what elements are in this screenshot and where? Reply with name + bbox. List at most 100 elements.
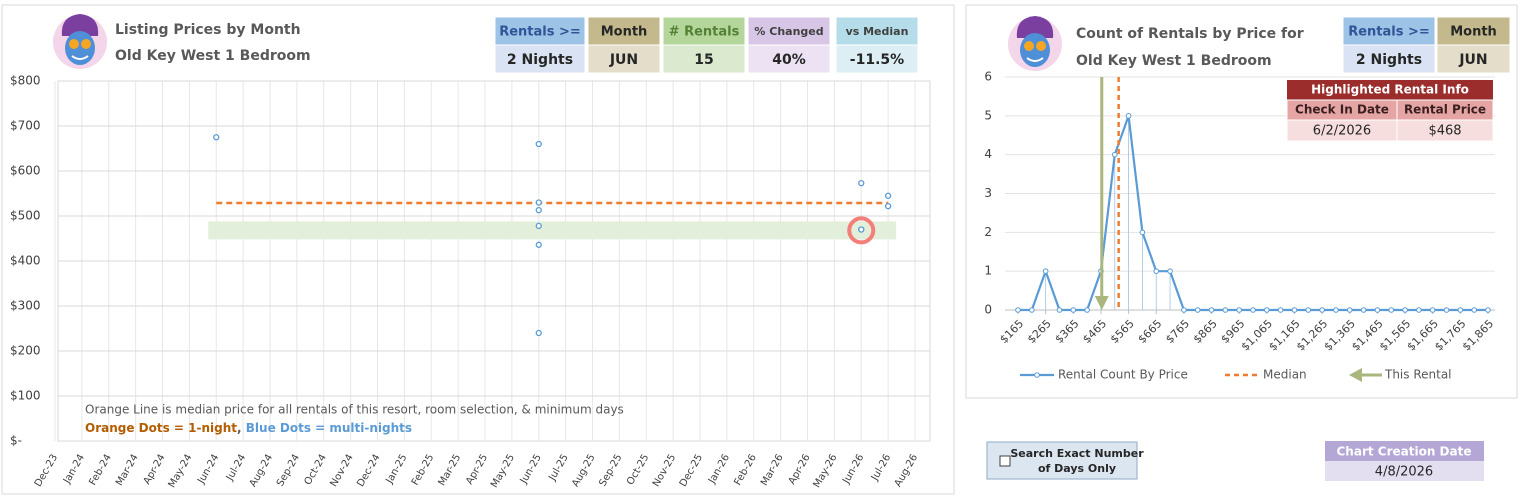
count-dot <box>1153 268 1160 274</box>
cell-text: 2 Nights <box>1356 52 1422 68</box>
cell-bg <box>835 16 919 46</box>
highlight-ring <box>847 216 876 245</box>
cell-bg <box>494 44 586 74</box>
cell-text: Month <box>1450 25 1497 40</box>
count-dot <box>1333 307 1339 313</box>
count-dot <box>1070 307 1077 313</box>
count-dot <box>1416 307 1422 313</box>
checkbox[interactable] <box>999 455 1011 467</box>
price-dot <box>884 192 892 199</box>
table-header: Check In Date <box>1295 103 1389 117</box>
price-dot <box>535 140 542 148</box>
count-dot <box>1443 307 1450 313</box>
price-dot <box>535 329 542 337</box>
count-dot <box>1429 307 1436 313</box>
note-part: , <box>237 421 246 435</box>
y-tick-label: $600 <box>10 164 41 178</box>
count-dot <box>1236 307 1242 313</box>
count-dot <box>1346 307 1353 313</box>
count-dot <box>1029 307 1035 313</box>
price-dot <box>858 226 865 233</box>
count-dot <box>1125 113 1132 119</box>
y-tick-label: $200 <box>10 344 41 358</box>
price-dot <box>535 199 542 206</box>
y-tick-label: $400 <box>10 254 41 268</box>
count-dot <box>1222 307 1229 313</box>
cell-text: JUN <box>609 52 638 68</box>
chart-title: Listing Prices by Month <box>115 22 301 38</box>
cell-text: vs Median <box>846 25 909 38</box>
logo <box>1008 16 1062 71</box>
cell-bg <box>494 16 586 46</box>
cell-bg <box>1436 44 1511 74</box>
price-dot <box>535 206 542 214</box>
cell-bg <box>587 16 661 46</box>
y-tick-label: 0 <box>984 303 992 317</box>
cell-text: -11.5% <box>850 52 904 68</box>
count-dot <box>1402 307 1408 313</box>
cell-bg <box>747 44 831 74</box>
table-cell: 6/2/2026 <box>1313 124 1371 139</box>
logo <box>53 14 107 69</box>
legend-label: Rental Count By Price <box>1058 368 1188 382</box>
count-dot <box>1056 307 1063 313</box>
note-part: Orange Dots = 1-night <box>85 421 237 435</box>
cell-text: % Changed <box>754 25 823 38</box>
cell-text: Rentals >= <box>1348 25 1430 40</box>
search-option[interactable]: Search Exact Number of Days Only <box>986 441 1144 480</box>
count-dot <box>1042 268 1049 274</box>
table-title: Highlighted Rental Info <box>1311 83 1469 97</box>
y-tick-label: $300 <box>10 299 41 313</box>
y-tick-label: 1 <box>984 264 992 278</box>
note-part: Blue Dots = multi-nights <box>246 421 412 435</box>
checkbox-label: of Days Only <box>1038 462 1116 475</box>
creation-header-bg <box>1325 441 1484 461</box>
count-dot <box>1264 307 1270 313</box>
count-dot <box>1167 268 1173 274</box>
count-dot <box>1319 307 1325 313</box>
count-dot <box>1208 307 1215 313</box>
cell-text: 40% <box>772 52 806 68</box>
legend-label: This Rental <box>1384 368 1452 382</box>
count-dot <box>1305 307 1312 313</box>
cell-bg <box>835 44 919 74</box>
this-rental-arrowhead <box>1094 296 1109 310</box>
table-title-bg <box>1287 80 1493 100</box>
cell-bg <box>587 44 661 74</box>
y-tick-label: $- <box>10 434 22 448</box>
y-tick-label: 6 <box>984 70 992 84</box>
table-cell: $468 <box>1428 124 1461 139</box>
creation-label: Chart Creation Date <box>1337 445 1472 459</box>
y-tick-label: $100 <box>10 389 41 403</box>
creation-value: 4/8/2026 <box>1375 465 1433 480</box>
cell-text: 15 <box>694 52 713 68</box>
y-tick-label: $800 <box>10 74 41 88</box>
chart-subtitle: Old Key West 1 Bedroom <box>1076 53 1272 69</box>
legend-swatch <box>1349 368 1362 382</box>
count-dot <box>1291 307 1298 313</box>
legend-swatch <box>1034 372 1040 378</box>
chart-subtitle: Old Key West 1 Bedroom <box>115 48 311 64</box>
price-dot <box>858 179 865 187</box>
cell-bg <box>662 44 746 74</box>
price-dot <box>213 134 220 141</box>
count-dot <box>1139 229 1146 236</box>
price-dot <box>884 202 892 210</box>
legend-label: Median <box>1263 368 1307 382</box>
count-dot <box>1277 307 1284 313</box>
count-dot <box>1111 151 1118 158</box>
cell-bg <box>1342 16 1436 46</box>
note: Orange Line is median price for all rent… <box>85 403 624 417</box>
table-header: Rental Price <box>1404 103 1486 117</box>
search-option-bg <box>986 441 1138 480</box>
chart-title: Count of Rentals by Price for <box>1076 26 1304 42</box>
count-dot <box>1015 307 1021 313</box>
y-tick-label: 3 <box>984 186 992 200</box>
price-dot <box>535 241 542 248</box>
y-tick-label: 4 <box>984 147 992 161</box>
cell-text: Rentals >= <box>499 25 581 40</box>
price-dot <box>535 222 542 230</box>
checkbox-label: Search Exact Number <box>1010 447 1144 460</box>
cell-text: 2 Nights <box>507 52 573 68</box>
